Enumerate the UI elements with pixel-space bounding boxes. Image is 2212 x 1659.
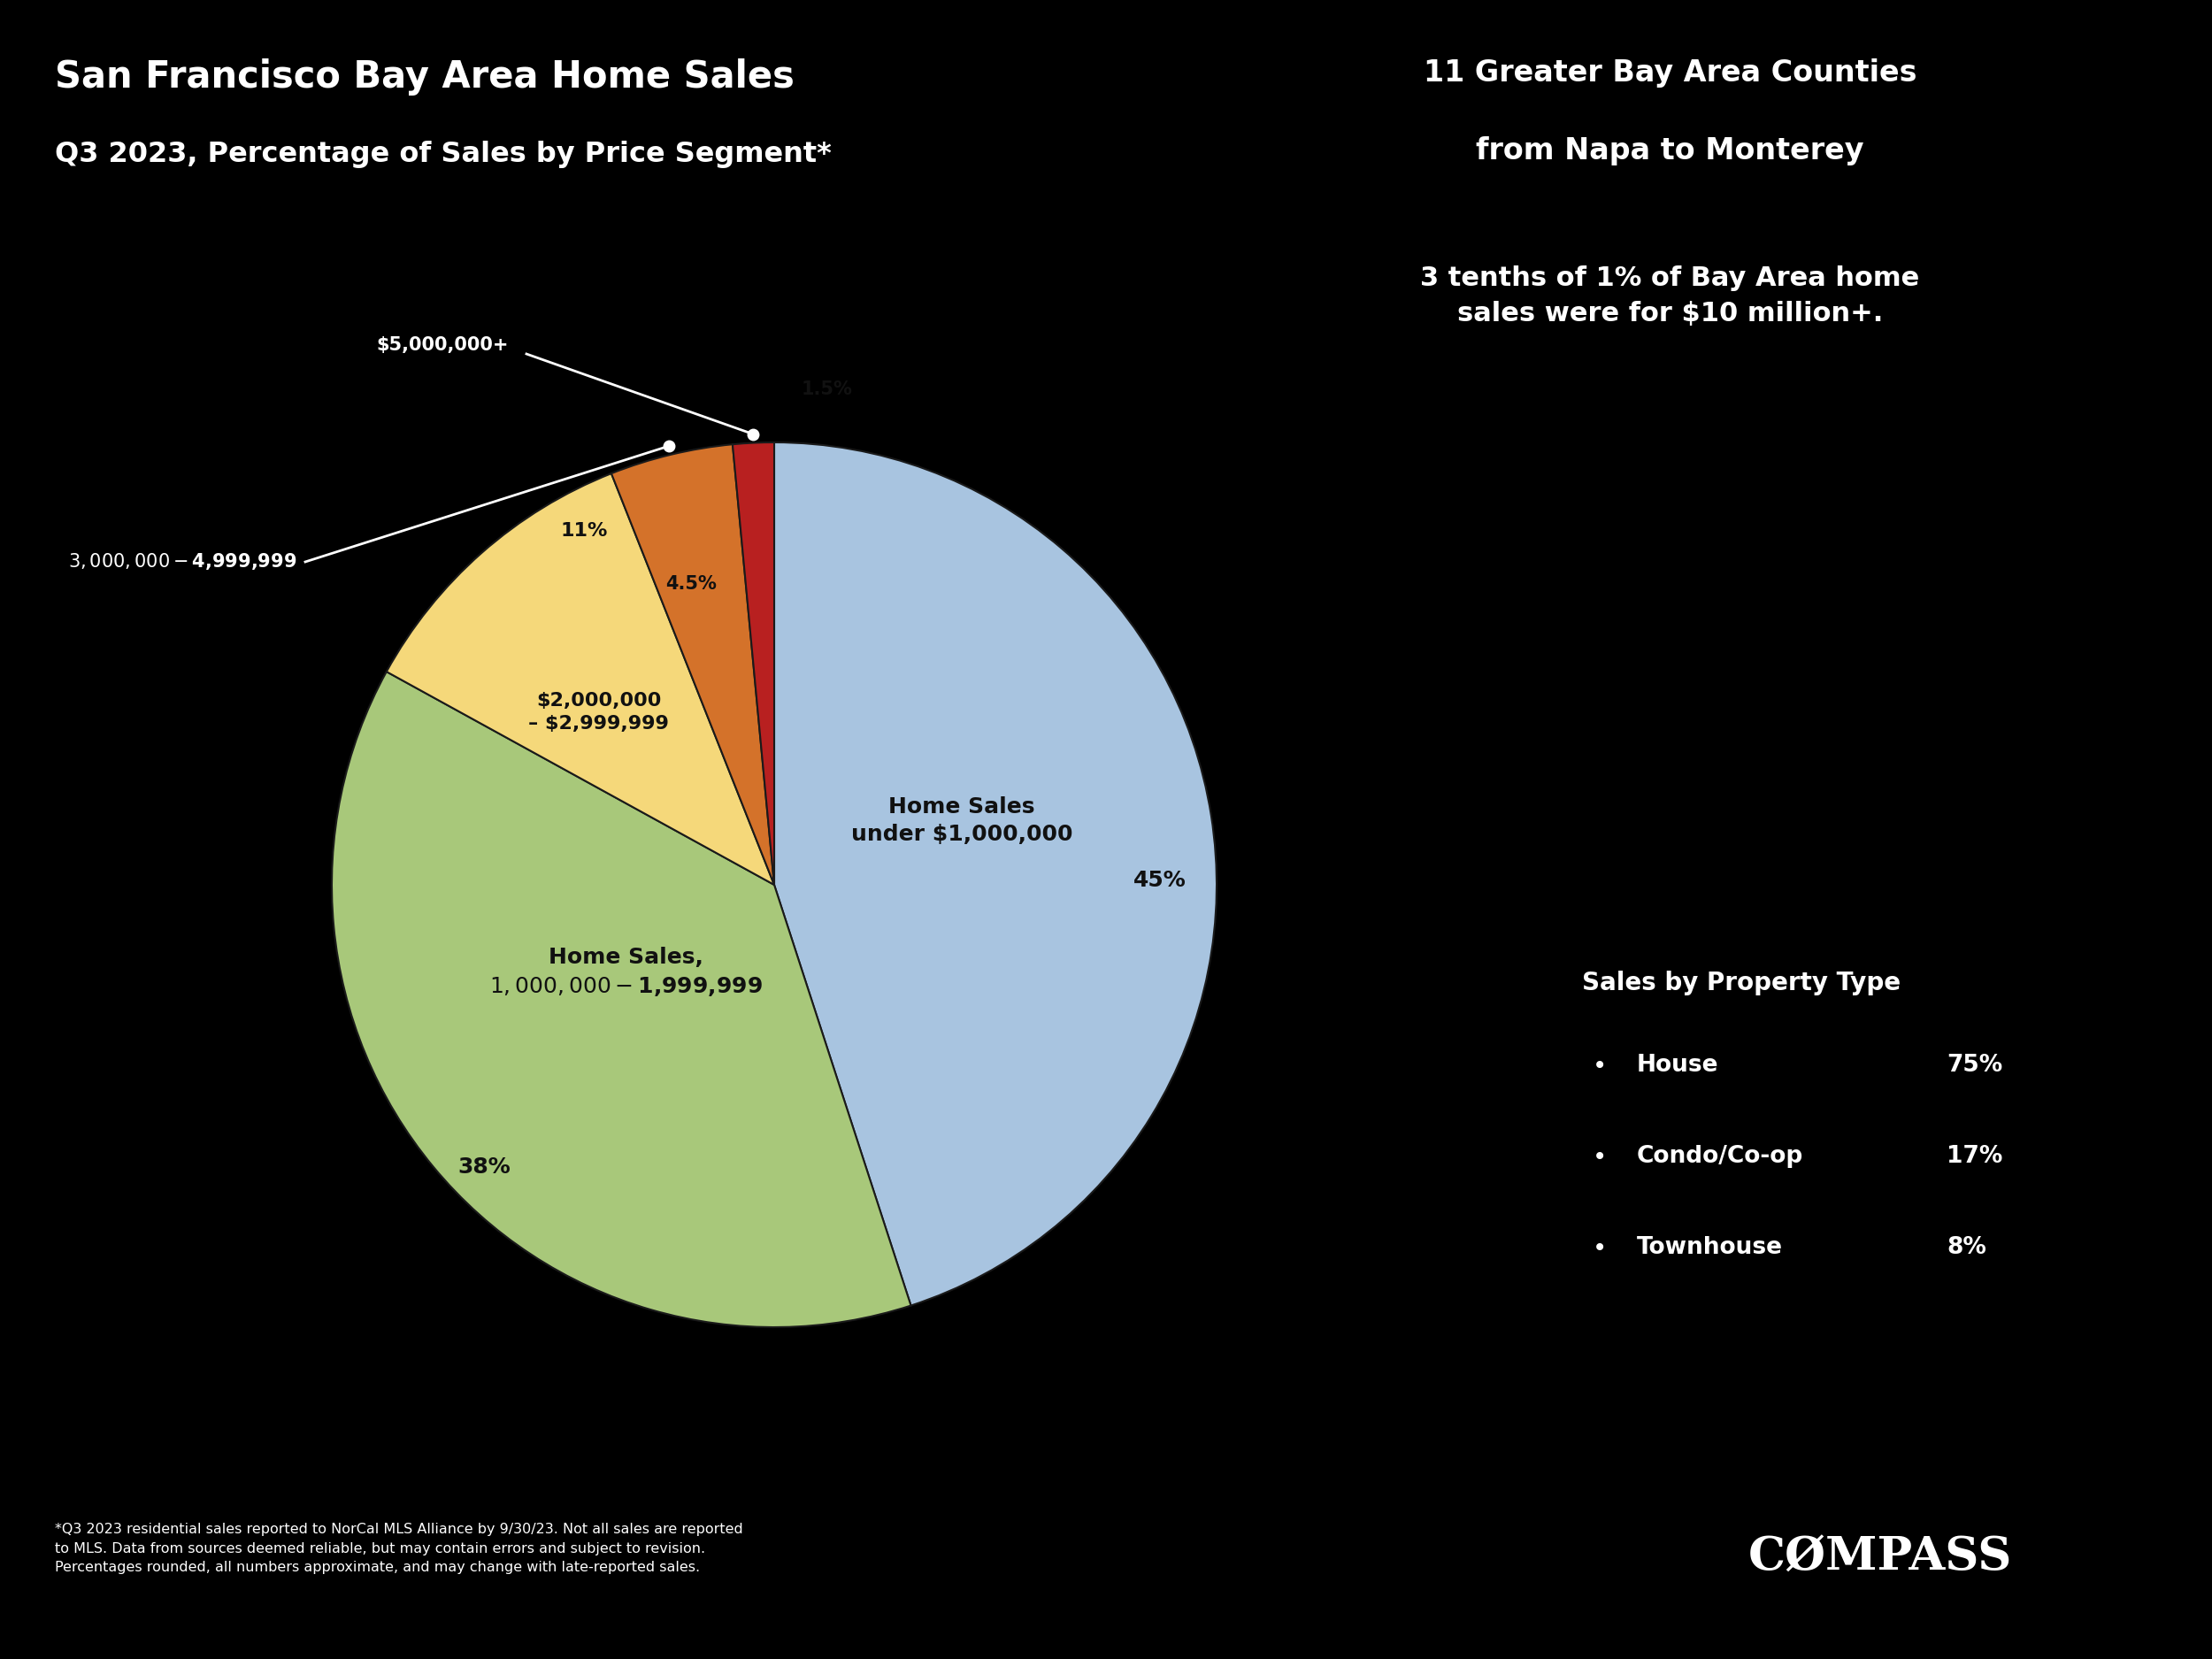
Text: 45%: 45% [1133, 869, 1186, 891]
Text: $5,000,000+: $5,000,000+ [376, 337, 509, 353]
Text: CØMPASS: CØMPASS [1747, 1535, 2013, 1579]
Text: 3 tenths of 1% of Bay Area home
sales were for $10 million+.: 3 tenths of 1% of Bay Area home sales we… [1420, 265, 1920, 327]
Text: from Napa to Monterey: from Napa to Monterey [1475, 136, 1865, 166]
Text: 75%: 75% [1947, 1053, 2002, 1077]
Wedge shape [332, 672, 911, 1327]
Text: House: House [1637, 1053, 1719, 1077]
Text: 8%: 8% [1947, 1236, 1986, 1259]
Text: Sales by Property Type: Sales by Property Type [1582, 971, 1900, 995]
Text: 11%: 11% [562, 523, 608, 539]
Text: San Francisco Bay Area Home Sales: San Francisco Bay Area Home Sales [55, 58, 794, 95]
Text: 4.5%: 4.5% [666, 576, 717, 592]
Text: Q3 2023, Percentage of Sales by Price Segment*: Q3 2023, Percentage of Sales by Price Se… [55, 141, 832, 169]
Text: Condo/Co-op: Condo/Co-op [1637, 1145, 1803, 1168]
Text: Townhouse: Townhouse [1637, 1236, 1783, 1259]
Text: Home Sales
under $1,000,000: Home Sales under $1,000,000 [852, 796, 1073, 844]
Text: 11 Greater Bay Area Counties: 11 Greater Bay Area Counties [1425, 58, 1916, 88]
Text: 17%: 17% [1947, 1145, 2002, 1168]
Text: $2,000,000
– $2,999,999: $2,000,000 – $2,999,999 [529, 692, 668, 733]
Text: •: • [1593, 1236, 1606, 1261]
Text: *Q3 2023 residential sales reported to NorCal MLS Alliance by 9/30/23. Not all s: *Q3 2023 residential sales reported to N… [55, 1523, 743, 1574]
Text: $3,000,000 - $4,999,999: $3,000,000 - $4,999,999 [69, 552, 296, 572]
Wedge shape [774, 443, 1217, 1306]
Wedge shape [611, 445, 774, 884]
Text: 38%: 38% [458, 1156, 511, 1178]
Wedge shape [732, 443, 774, 884]
Text: Home Sales,
$1,000,000 - $1,999,999: Home Sales, $1,000,000 - $1,999,999 [489, 947, 763, 999]
Text: 1.5%: 1.5% [801, 380, 854, 398]
Text: •: • [1593, 1053, 1606, 1078]
Text: •: • [1593, 1145, 1606, 1170]
Wedge shape [387, 473, 774, 884]
